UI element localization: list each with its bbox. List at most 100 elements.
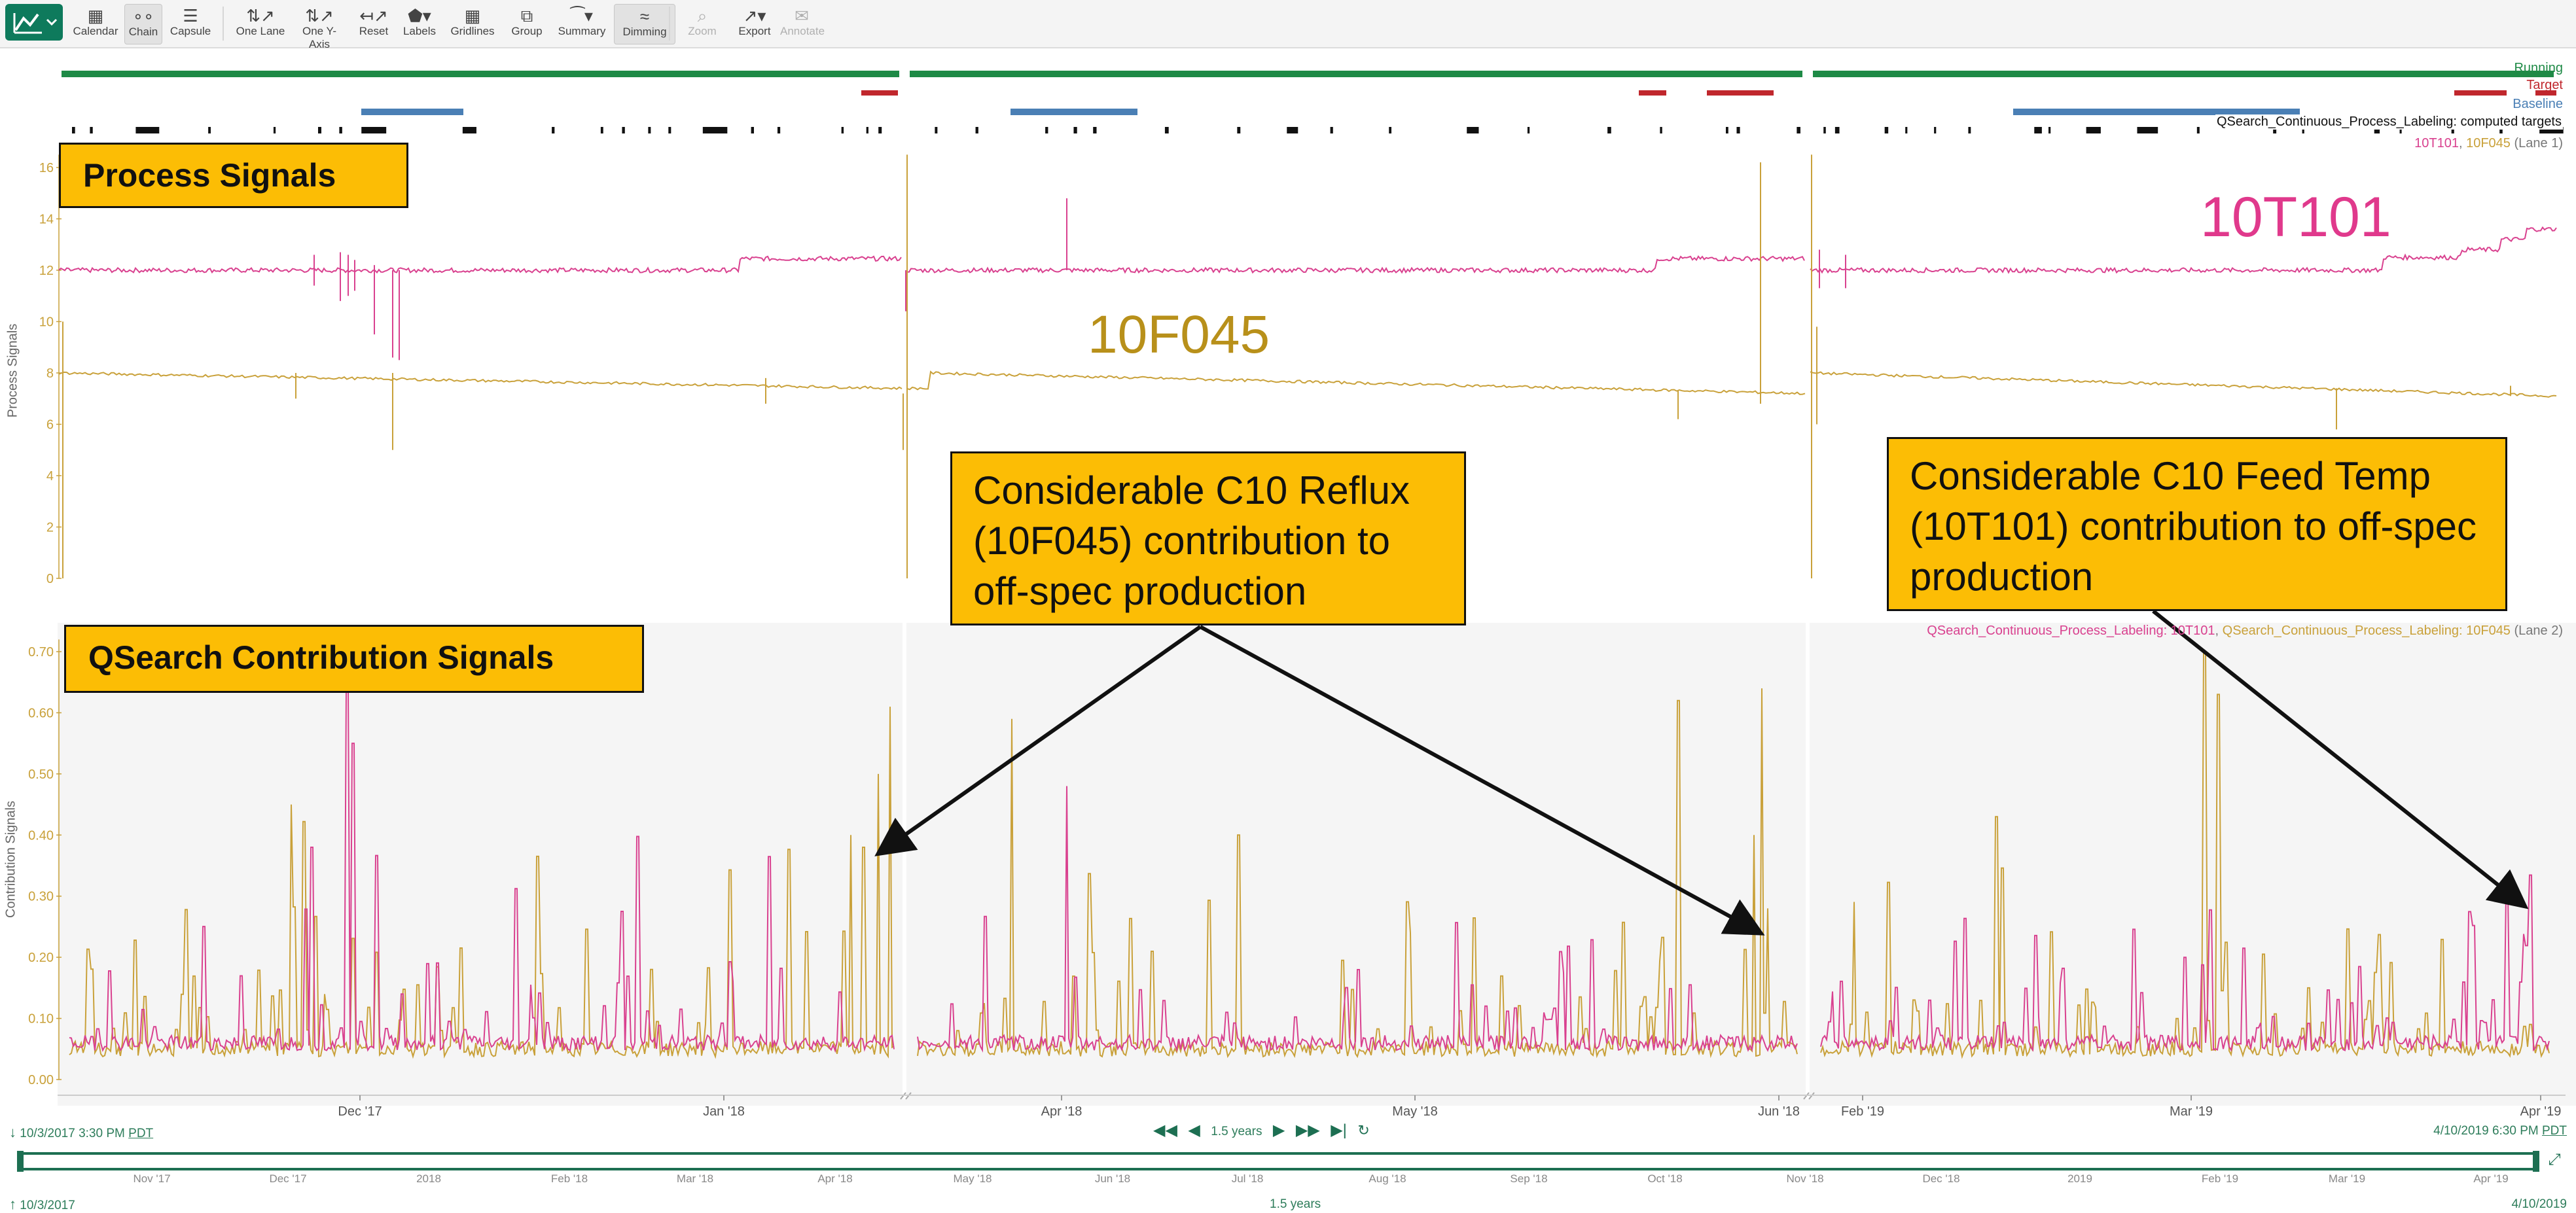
- capsule-computed-target[interactable]: [135, 127, 160, 133]
- series-qsearch-10f045[interactable]: [1820, 651, 2550, 1059]
- range-end[interactable]: 4/10/2019 6:30 PM PDT: [2433, 1124, 2567, 1138]
- capsule-computed-target[interactable]: [273, 127, 276, 133]
- toolbar-labels-button[interactable]: ⬟▾ Labels: [399, 4, 440, 43]
- capsule-baseline[interactable]: [361, 109, 463, 115]
- overview-range-selector[interactable]: [18, 1152, 2538, 1170]
- toolbar-chain-button[interactable]: ∘∘ Chain: [124, 4, 162, 44]
- capsule-computed-target[interactable]: [1905, 127, 1908, 133]
- range-end-tz[interactable]: PDT: [2542, 1124, 2567, 1138]
- capsule-computed-target[interactable]: [1467, 127, 1479, 133]
- toolbar-annotate-button[interactable]: ✉ Annotate: [780, 4, 825, 43]
- trend-view-menu-button[interactable]: [5, 4, 63, 41]
- capsule-running[interactable]: [62, 71, 899, 77]
- overview-timebar[interactable]: [17, 1151, 2539, 1172]
- capsule-computed-target[interactable]: [1287, 127, 1298, 133]
- capsule-computed-target[interactable]: [1045, 127, 1048, 133]
- series-10f045[interactable]: [1810, 371, 2557, 398]
- capsule-computed-target[interactable]: [1884, 127, 1889, 133]
- capsule-computed-target[interactable]: [668, 127, 671, 133]
- capsule-computed-target[interactable]: [1725, 127, 1728, 133]
- capsule-computed-target[interactable]: [648, 127, 651, 133]
- capsule-computed-target[interactable]: [622, 127, 625, 133]
- toolbar-zoom-button[interactable]: ⌕ Zoom: [682, 4, 723, 43]
- toolbar-gridlines-button[interactable]: ▦ Gridlines: [446, 4, 499, 43]
- capsule-computed-target[interactable]: [2196, 127, 2200, 133]
- step-forward-icon[interactable]: ▶: [1272, 1121, 1285, 1139]
- capsule-computed-target[interactable]: [462, 127, 476, 133]
- capsule-computed-target[interactable]: [2451, 127, 2454, 133]
- capsule-computed-target[interactable]: [702, 127, 728, 133]
- capsule-computed-target[interactable]: [2499, 127, 2503, 133]
- capsule-computed-target[interactable]: [339, 127, 342, 133]
- capsule-computed-target[interactable]: [1330, 127, 1333, 133]
- series-qsearch-10f045[interactable]: [917, 688, 1798, 1059]
- capsule-target[interactable]: [2535, 90, 2556, 96]
- capsule-computed-target[interactable]: [1237, 127, 1241, 133]
- capsule-target[interactable]: [861, 90, 898, 96]
- overview-handle-left[interactable]: [17, 1151, 24, 1172]
- capsule-computed-target[interactable]: [1164, 127, 1169, 133]
- toolbar-capsule-button[interactable]: ☰ Capsule: [165, 4, 216, 43]
- step-back-double-icon[interactable]: ◀◀: [1153, 1121, 1177, 1139]
- capsule-computed-target[interactable]: [1093, 127, 1097, 133]
- toolbar-group-button[interactable]: ⧉ Group: [507, 4, 547, 43]
- capsule-computed-target[interactable]: [2048, 127, 2051, 133]
- range-start[interactable]: ↓ 10/3/2017 3:30 PM PDT: [9, 1124, 153, 1141]
- capsule-computed-target[interactable]: [1968, 127, 1971, 133]
- capsule-computed-target[interactable]: [777, 127, 781, 133]
- capsule-computed-target[interactable]: [1823, 127, 1826, 133]
- capsule-computed-target[interactable]: [552, 127, 555, 133]
- capsule-target[interactable]: [1707, 90, 1774, 96]
- capsule-computed-target[interactable]: [2539, 127, 2564, 133]
- capsule-computed-target[interactable]: [1934, 127, 1937, 133]
- capsule-computed-target[interactable]: [1660, 127, 1662, 133]
- capsule-computed-target[interactable]: [878, 127, 882, 133]
- capsule-computed-target[interactable]: [1607, 127, 1611, 133]
- series-10f045[interactable]: [58, 371, 903, 391]
- capsule-computed-target[interactable]: [208, 127, 211, 133]
- capsule-target[interactable]: [1639, 90, 1666, 96]
- capsule-computed-target[interactable]: [317, 127, 322, 133]
- capsule-baseline[interactable]: [2013, 109, 2300, 115]
- capsule-computed-target[interactable]: [975, 127, 978, 133]
- toolbar-reset-button[interactable]: ↤↗ Reset: [353, 4, 394, 43]
- capsule-computed-target[interactable]: [2086, 127, 2101, 133]
- capsule-baseline[interactable]: [1011, 109, 1137, 115]
- capsule-target[interactable]: [2454, 90, 2507, 96]
- toolbar-one-y-axis-button[interactable]: ⇅↗ One Y-Axis: [295, 4, 344, 50]
- capsule-computed-target[interactable]: [1736, 127, 1740, 133]
- overview-handle-right[interactable]: [2533, 1151, 2539, 1172]
- toolbar-export-button[interactable]: ↗▾ Export: [734, 4, 775, 43]
- series-qsearch-10t101[interactable]: [1820, 874, 2550, 1053]
- capsule-running[interactable]: [1813, 71, 2554, 77]
- capsule-running[interactable]: [910, 71, 1802, 77]
- lane2-plot-area[interactable]: [58, 623, 2576, 1106]
- capsule-computed-target[interactable]: [1834, 127, 1840, 133]
- capsule-computed-target[interactable]: [2034, 127, 2042, 133]
- refresh-icon[interactable]: ↻: [1357, 1122, 1370, 1138]
- capsule-computed-target[interactable]: [1797, 127, 1800, 133]
- capsule-computed-target[interactable]: [841, 127, 844, 133]
- capsule-computed-target[interactable]: [1073, 127, 1077, 133]
- toolbar-dimming-button[interactable]: ≈ Dimming: [614, 4, 675, 44]
- capsule-computed-target[interactable]: [866, 127, 868, 133]
- capsule-computed-target[interactable]: [751, 127, 754, 133]
- capsule-computed-target[interactable]: [90, 127, 93, 133]
- capsule-computed-target[interactable]: [361, 127, 387, 133]
- step-forward-double-icon[interactable]: ▶▶: [1295, 1121, 1320, 1139]
- overview-zoom-icon[interactable]: ⤢: [2548, 1151, 2561, 1169]
- capsule-computed-target[interactable]: [1389, 127, 1392, 133]
- step-back-icon[interactable]: ◀: [1188, 1121, 1200, 1139]
- toolbar-one-lane-button[interactable]: ⇅↗ One Lane: [236, 4, 285, 43]
- range-duration[interactable]: 1.5 years: [1211, 1125, 1262, 1138]
- series-10t101[interactable]: [1810, 226, 2557, 274]
- series-10t101[interactable]: [58, 255, 902, 274]
- jump-to-now-icon[interactable]: ▶|: [1331, 1121, 1347, 1139]
- capsule-computed-target[interactable]: [2302, 127, 2304, 133]
- toolbar-summary-button[interactable]: ⁀▾ Summary: [555, 4, 609, 43]
- capsule-computed-target[interactable]: [935, 127, 938, 133]
- capsule-computed-target[interactable]: [600, 127, 603, 133]
- capsule-computed-target[interactable]: [2374, 127, 2380, 133]
- capsule-computed-target[interactable]: [2273, 127, 2277, 133]
- capsule-computed-target[interactable]: [2399, 127, 2402, 133]
